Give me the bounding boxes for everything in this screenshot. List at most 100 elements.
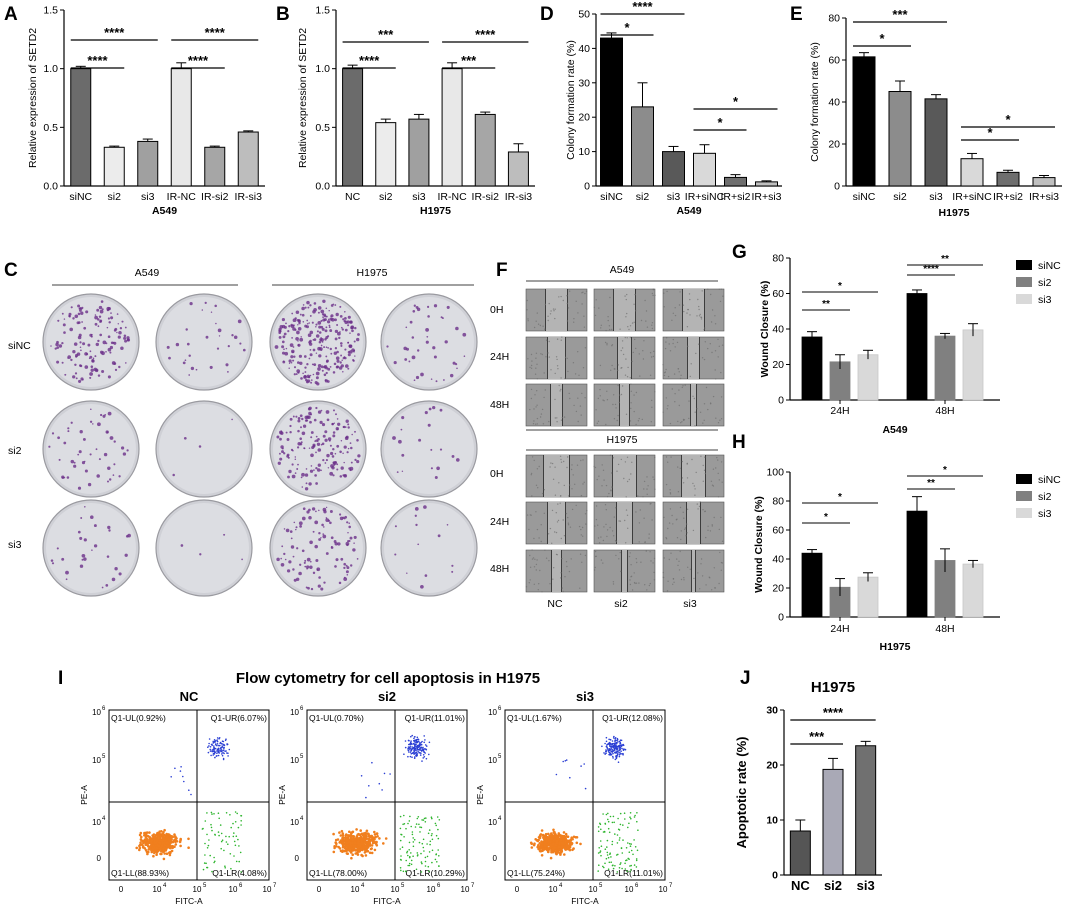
colony-dot bbox=[300, 336, 302, 338]
flow-dot-lr bbox=[399, 839, 402, 842]
flow-dot-lr bbox=[604, 822, 606, 825]
flow-dot-ur bbox=[209, 748, 211, 751]
colony-dot bbox=[183, 436, 187, 440]
wound-texture-dot bbox=[662, 364, 664, 366]
panel-c-row-sinc: siNC bbox=[8, 340, 31, 352]
colony-dot bbox=[297, 429, 300, 433]
colony-dot bbox=[315, 482, 318, 485]
colony-dot bbox=[292, 415, 295, 418]
wound-texture-dot bbox=[564, 576, 566, 578]
chart-d-ylabel: Colony formation rate (%) bbox=[565, 40, 577, 160]
flow-dot-ur bbox=[413, 740, 415, 742]
flow-dot-ll bbox=[533, 842, 536, 845]
flow-dot-ur bbox=[407, 739, 410, 742]
wound-texture-dot bbox=[646, 476, 648, 478]
chart-e-sig-label: * bbox=[879, 31, 885, 46]
flow-dot-lr bbox=[627, 826, 629, 829]
wound-texture-dot bbox=[648, 584, 651, 587]
flow-dot-lr bbox=[633, 816, 636, 818]
flow-dot-ur bbox=[213, 745, 215, 747]
flow-dot-ll bbox=[575, 841, 579, 845]
flow-y-tick-exp: 6 bbox=[102, 706, 106, 712]
chart-a-xlabel: A549 bbox=[152, 205, 177, 217]
colony-dot bbox=[291, 337, 293, 339]
wound-texture-dot bbox=[605, 484, 608, 487]
wound-texture-dot bbox=[545, 557, 548, 559]
colony-dot bbox=[326, 453, 330, 458]
wound-texture-dot bbox=[650, 356, 653, 358]
wound-texture-dot bbox=[626, 480, 629, 483]
colony-dot bbox=[306, 322, 309, 325]
colony-dot bbox=[282, 335, 286, 339]
colony-dish-inner bbox=[159, 503, 249, 593]
wound-texture-dot bbox=[596, 422, 598, 424]
colony-dot bbox=[321, 341, 324, 343]
colony-dot bbox=[332, 434, 336, 438]
wound-texture-dot bbox=[615, 507, 617, 509]
flow-dot-lr bbox=[410, 852, 412, 854]
wound-texture-dot bbox=[646, 326, 649, 328]
colony-dot bbox=[330, 451, 334, 456]
flow-dot-lr bbox=[607, 827, 610, 830]
colony-dot bbox=[403, 346, 407, 351]
colony-dot bbox=[307, 586, 310, 590]
flow-dot-ur bbox=[413, 757, 416, 759]
flow-dot-lr bbox=[633, 864, 636, 866]
chart-e-bar bbox=[960, 158, 984, 187]
flow-dot-ll bbox=[549, 840, 552, 844]
flow-dot-ur bbox=[424, 739, 426, 741]
colony-dot bbox=[311, 321, 314, 324]
flow-dot-lr bbox=[204, 842, 206, 845]
flow-y-axis-label: PE-A bbox=[277, 785, 287, 805]
wound-texture-dot bbox=[604, 341, 607, 344]
flow-dot-lr bbox=[403, 836, 405, 838]
colony-dot bbox=[125, 362, 127, 364]
colony-dot bbox=[462, 332, 467, 337]
colony-dot bbox=[298, 354, 302, 358]
wound-texture-dot bbox=[681, 460, 683, 463]
colony-dot bbox=[79, 536, 83, 540]
wound-texture-dot bbox=[535, 320, 537, 322]
colony-dot bbox=[110, 316, 114, 320]
colony-dot bbox=[305, 378, 308, 382]
colony-dot bbox=[119, 327, 123, 330]
wound-texture-dot bbox=[674, 346, 676, 348]
flow-dot-ur bbox=[215, 744, 217, 746]
flow-dot-ll bbox=[365, 829, 369, 833]
colony-dot bbox=[56, 547, 59, 550]
chart-a-sig-label: **** bbox=[87, 53, 108, 68]
wound-texture-dot bbox=[710, 480, 713, 482]
flow-dot-lr bbox=[607, 812, 609, 815]
colony-dot bbox=[216, 347, 220, 350]
wound-texture-dot bbox=[629, 336, 631, 339]
colony-dot bbox=[276, 435, 280, 439]
panel-label-d: D bbox=[540, 4, 554, 25]
chart-g-sig-label: **** bbox=[923, 264, 939, 275]
flow-dot-lr bbox=[437, 837, 440, 840]
flow-dot-ur bbox=[605, 750, 607, 753]
colony-dot bbox=[357, 454, 361, 458]
colony-dot bbox=[333, 351, 337, 355]
flow-dot-ll bbox=[187, 837, 190, 841]
colony-dot bbox=[79, 341, 82, 344]
wound-texture-dot bbox=[552, 578, 554, 580]
flow-dot-ll bbox=[382, 842, 385, 845]
flow-dot-ur bbox=[409, 749, 411, 751]
flow-dot-ur bbox=[619, 742, 622, 745]
flow-dot-lr bbox=[634, 846, 637, 848]
flow-dot-ll bbox=[140, 839, 143, 842]
colony-dot bbox=[339, 315, 343, 318]
colony-dot bbox=[105, 342, 108, 345]
colony-dot bbox=[417, 543, 420, 546]
colony-dot bbox=[309, 314, 312, 317]
wound-texture-dot bbox=[683, 577, 685, 579]
wound-texture-dot bbox=[635, 582, 638, 584]
flow-dot-ll bbox=[540, 841, 544, 845]
wound-texture-dot bbox=[701, 357, 704, 359]
colony-dot bbox=[274, 345, 279, 349]
colony-dot bbox=[348, 525, 351, 529]
colony-dot bbox=[332, 474, 335, 477]
colony-dish-inner bbox=[384, 503, 474, 593]
colony-dot bbox=[340, 440, 343, 442]
